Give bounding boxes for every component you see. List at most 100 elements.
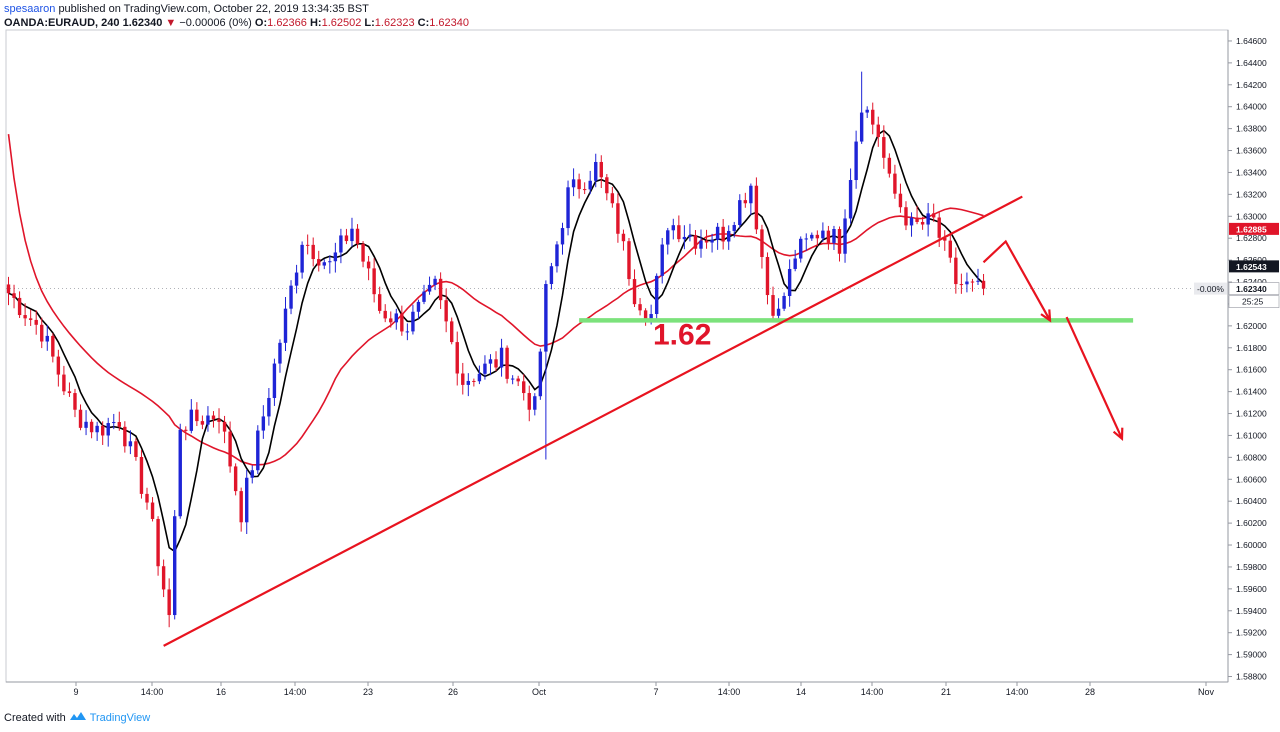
price-tick-label: 1.63800	[1236, 124, 1267, 134]
time-tick-label: 14:00	[284, 687, 307, 697]
price-tick-label: 1.62800	[1236, 233, 1267, 243]
candle-body	[627, 241, 631, 280]
candle-body	[45, 335, 49, 342]
candle-body	[184, 429, 188, 431]
candle-body	[372, 268, 376, 295]
price-tick-label: 1.61800	[1236, 343, 1267, 353]
candle-body	[400, 313, 404, 332]
candle-body	[948, 240, 952, 258]
candle-body	[499, 347, 504, 368]
price-tick-label: 1.59800	[1236, 562, 1267, 572]
candle-body	[267, 397, 271, 417]
forecast-arrowhead	[1112, 427, 1124, 441]
candle-body	[954, 257, 958, 285]
symbol-label[interactable]: OANDA:EURAUD, 240	[4, 17, 120, 29]
candle-body	[976, 280, 980, 282]
candle-body	[222, 421, 227, 432]
time-tick-label: 14:00	[718, 687, 741, 697]
candle-body	[893, 173, 897, 194]
price-tick-label: 1.60800	[1236, 452, 1267, 462]
candle-body	[289, 285, 293, 309]
price-label-box	[1229, 260, 1279, 273]
price-tick-label: 1.59000	[1236, 650, 1267, 660]
candle-body	[6, 284, 11, 294]
candle-body	[837, 229, 842, 254]
candle-body	[926, 213, 930, 225]
price-tick-label: 1.58800	[1236, 672, 1267, 682]
high-label: H:	[309, 17, 322, 29]
candle-body	[544, 284, 548, 352]
candle-body	[815, 234, 820, 239]
countdown-box	[1228, 295, 1280, 308]
candle-body	[715, 226, 720, 240]
candle-body	[466, 380, 471, 385]
candle-body	[461, 373, 465, 385]
author-link[interactable]: spesaaron	[4, 3, 56, 15]
plot-frame	[5, 29, 1229, 683]
candle-body	[832, 229, 836, 243]
price-tick-label: 1.62600	[1236, 255, 1267, 265]
candle-body	[383, 310, 387, 319]
candle-body	[732, 225, 736, 231]
candle-body	[843, 218, 847, 254]
candle-body	[78, 409, 83, 428]
candle-body	[970, 281, 975, 283]
candle-body	[455, 342, 459, 374]
drawings[interactable]: 1.62	[163, 195, 1134, 647]
candle-body	[937, 217, 941, 238]
candle-body	[876, 124, 880, 138]
time-tick-label: 9	[73, 687, 78, 697]
tradingview-logo-icon	[69, 712, 86, 720]
candle-body	[433, 278, 437, 285]
candle-body	[660, 244, 664, 276]
candle-body	[765, 256, 770, 296]
candle-body	[799, 238, 803, 259]
price-tick-label: 1.60600	[1236, 474, 1267, 484]
candle-body	[67, 391, 72, 394]
open-label: O:	[254, 17, 268, 29]
price-tick-label: 1.59600	[1236, 584, 1267, 594]
candle-body	[377, 294, 382, 311]
candle-body	[250, 470, 254, 478]
candle-body	[776, 308, 781, 316]
candle-body	[782, 295, 786, 309]
candle-body	[527, 393, 531, 410]
time-tick-label: 16	[216, 687, 226, 697]
candle-body	[494, 359, 498, 368]
candle-body	[571, 179, 576, 188]
price-tick-label: 1.63000	[1236, 211, 1267, 221]
price-tick-label: 1.59400	[1236, 606, 1267, 616]
price-label: 1.62340	[1236, 284, 1267, 294]
candle-body	[422, 291, 426, 302]
brand-link[interactable]: TradingView	[89, 712, 151, 724]
candle-body	[294, 272, 299, 286]
moving-averages	[7, 129, 985, 553]
price-label-box	[1228, 282, 1280, 295]
change-badge-label: -0.00%	[1197, 284, 1224, 294]
candle-body	[882, 137, 886, 158]
candle-body	[228, 431, 232, 467]
candle-body	[173, 516, 177, 616]
candle-body	[588, 180, 592, 190]
candle-body	[616, 203, 620, 234]
candle-body	[771, 295, 775, 316]
candle-body	[444, 300, 448, 322]
candle-body	[394, 313, 398, 323]
low-value: 1.62323	[374, 17, 415, 29]
price-label: 1.62885	[1236, 224, 1267, 234]
candle-body	[350, 228, 354, 242]
candle-body	[405, 331, 410, 333]
price-label: 1.62543	[1236, 262, 1267, 272]
candle-body	[577, 179, 581, 190]
countdown-label: 25:25	[1242, 297, 1264, 307]
candle-body	[738, 200, 742, 226]
candle-body	[112, 422, 116, 424]
candle-body	[333, 252, 338, 262]
candle-body	[40, 324, 44, 342]
candle-body	[366, 261, 371, 269]
price-tick-label: 1.64200	[1236, 80, 1267, 90]
change-arrow-icon: ▼	[165, 17, 177, 29]
time-tick-label: Nov	[1198, 687, 1215, 697]
candles	[6, 71, 986, 628]
